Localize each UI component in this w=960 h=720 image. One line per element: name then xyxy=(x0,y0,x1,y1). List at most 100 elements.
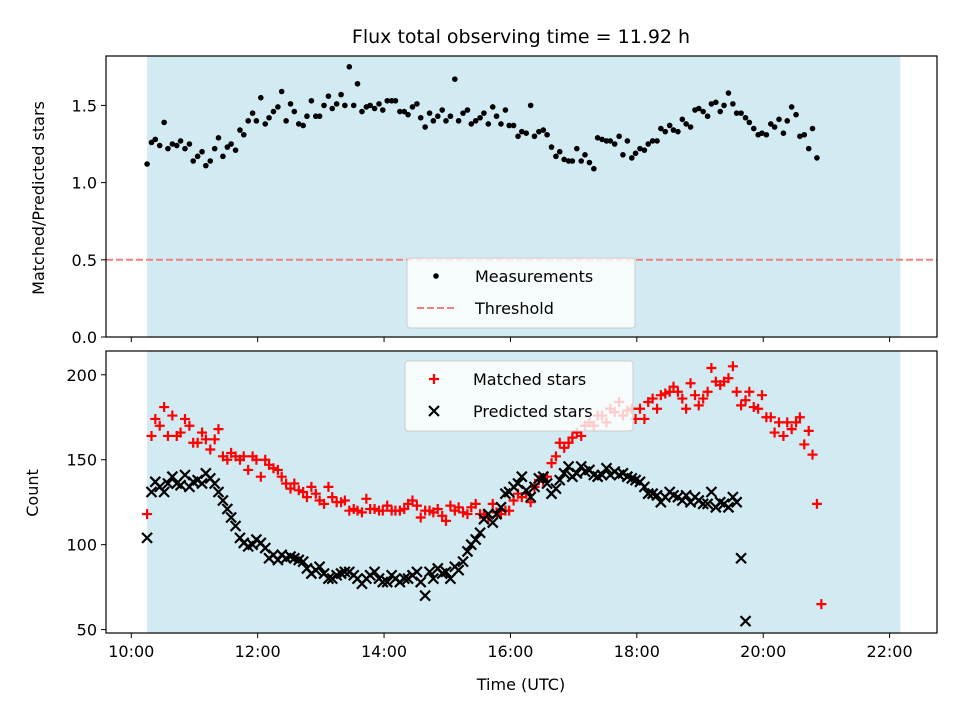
matched-star-point xyxy=(192,437,203,448)
matched-star-point xyxy=(415,512,426,523)
predicted-star-point xyxy=(553,474,566,486)
x-tick-label: 10:00 xyxy=(108,642,154,661)
count-panel: 50 100 150 200 10:00 12:00 14:00 16:00 18:00 20:0… xyxy=(66,350,938,661)
matched-star-point xyxy=(382,500,393,511)
measurement-point xyxy=(207,158,214,164)
measurement-point xyxy=(270,108,277,115)
matched-star-point xyxy=(668,381,679,392)
matched-star-point xyxy=(740,395,751,406)
measurement-point xyxy=(379,107,386,113)
measurement-point xyxy=(253,118,260,124)
matched-star-point xyxy=(356,507,367,518)
measurement-point xyxy=(704,113,711,120)
top-y-axis-label: Matched/Predicted stars xyxy=(29,101,48,295)
matched-star-point xyxy=(769,427,780,438)
matched-star-point xyxy=(437,510,448,521)
predicted-star-point xyxy=(735,552,747,565)
matched-stars-series xyxy=(142,361,827,610)
matched-star-point xyxy=(744,386,755,397)
measurement-point xyxy=(177,138,184,144)
predicted-star-point xyxy=(490,508,503,520)
predicted-star-point xyxy=(461,545,474,558)
matched-star-point xyxy=(301,492,312,503)
measurement-point xyxy=(485,121,492,127)
predicted-star-point xyxy=(701,498,714,510)
measurement-point xyxy=(763,131,770,138)
measurement-point xyxy=(632,150,639,157)
measurement-point xyxy=(430,118,437,124)
matched-star-point xyxy=(706,362,717,373)
predicted-star-point xyxy=(196,477,208,490)
measurement-point xyxy=(780,130,787,136)
matched-star-point xyxy=(563,437,574,448)
measurement-point xyxy=(805,145,812,152)
measurement-point xyxy=(771,124,778,130)
matched-star-point xyxy=(693,400,704,411)
measurement-point xyxy=(675,128,681,135)
y-tick-label: 1.0 xyxy=(72,174,97,193)
measurement-point xyxy=(481,110,487,116)
predicted-star-point xyxy=(398,572,411,585)
predicted-star-point xyxy=(221,503,234,515)
measurement-point xyxy=(161,119,167,126)
predicted-star-point xyxy=(642,487,654,500)
matched-star-point xyxy=(205,444,216,455)
measurement-point xyxy=(300,122,306,129)
measurement-point xyxy=(700,108,706,115)
measurement-point xyxy=(258,94,264,101)
measurement-point xyxy=(649,138,656,144)
measurement-point xyxy=(199,148,205,155)
matched-star-point xyxy=(652,403,663,414)
predicted-star-point xyxy=(158,486,170,498)
matched-star-point xyxy=(756,390,767,401)
measurement-point xyxy=(266,114,272,121)
y-tick-label: 0.5 xyxy=(72,251,97,270)
measurement-point xyxy=(662,128,669,135)
predicted-star-point xyxy=(368,566,381,578)
predicted-star-point xyxy=(377,576,389,588)
x-tick-label: 22:00 xyxy=(867,642,913,661)
predicted-star-point xyxy=(722,501,735,514)
legend-label: Measurements xyxy=(475,267,593,286)
measurement-point xyxy=(283,118,289,124)
measurement-point xyxy=(599,136,605,143)
measurement-point xyxy=(742,114,749,121)
matched-star-point xyxy=(319,498,330,509)
predicted-star-point xyxy=(141,532,153,544)
measurement-point xyxy=(750,125,757,132)
predicted-stars-series xyxy=(141,460,752,627)
predicted-star-point xyxy=(474,526,486,539)
predicted-star-point xyxy=(208,477,221,490)
measurement-point xyxy=(666,122,673,129)
predicted-star-point xyxy=(229,520,242,532)
matched-star-point xyxy=(807,449,818,460)
measurement-point xyxy=(776,116,782,123)
measurement-point xyxy=(304,113,310,120)
predicted-star-point xyxy=(486,516,499,529)
measurements-series xyxy=(144,64,820,172)
y-tick-label: 100 xyxy=(66,536,97,555)
measurement-point xyxy=(182,145,188,152)
matched-star-point xyxy=(702,386,713,397)
measurement-point xyxy=(422,124,428,130)
measurement-point xyxy=(359,108,365,115)
y-tick-label: 200 xyxy=(66,366,97,385)
matched-star-point xyxy=(399,503,410,514)
matched-star-point xyxy=(677,393,688,404)
matched-star-point xyxy=(197,427,208,438)
measurement-point xyxy=(578,158,585,164)
matched-star-point xyxy=(272,464,283,475)
measurement-point xyxy=(620,152,626,158)
predicted-star-point xyxy=(730,496,743,508)
measurement-point xyxy=(498,121,504,127)
measurement-point xyxy=(169,141,176,147)
predicted-star-point xyxy=(705,486,718,498)
x-tick-label: 16:00 xyxy=(487,642,533,661)
measurement-point xyxy=(527,102,534,109)
predicted-star-point xyxy=(217,494,229,507)
predicted-star-point xyxy=(457,555,469,568)
matched-star-point xyxy=(154,420,165,431)
matched-star-point xyxy=(698,393,709,404)
measurement-point xyxy=(670,127,677,133)
measurement-point xyxy=(443,118,449,124)
